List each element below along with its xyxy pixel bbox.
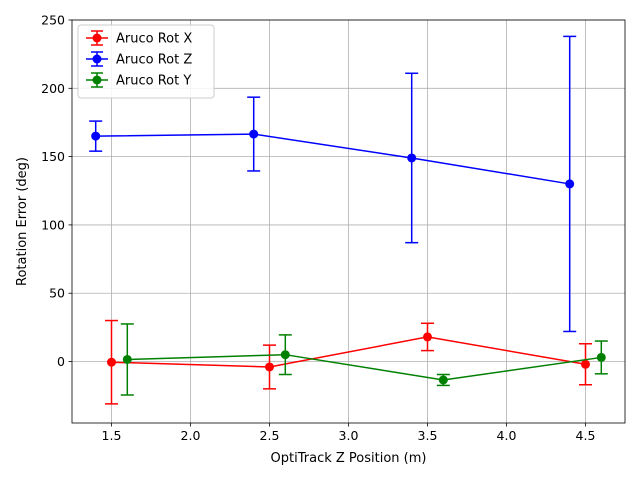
ticks: 1.5 2.0 2.5 3.0 3.5 4.0 4.5 0 50 100 150 200 250 [41,13,595,444]
y-axis-label: Rotation Error (deg) [15,157,30,286]
legend: Aruco Rot X Aruco Rot Z Aruco Rot Y [77,24,215,99]
legend-label: Aruco Rot X [116,32,192,47]
x-tick-label: 2.0 [181,428,201,443]
data-point [565,179,575,189]
data-point [407,153,417,163]
legend-marker [92,54,102,64]
data-point [596,352,606,362]
legend-marker [92,33,102,43]
data-point [122,354,132,364]
y-tick-label: 100 [41,217,65,232]
data-point [91,131,101,141]
series-layer [89,35,608,405]
y-tick-label: 250 [41,13,65,28]
series-line [95,133,570,185]
data-point [581,359,590,369]
legend-label: Aruco Rot Y [116,74,191,89]
legend-box [77,24,215,99]
legend-label: Aruco Rot Z [116,53,192,68]
x-tick-label: 3.0 [339,428,359,443]
x-tick-label: 3.5 [418,428,438,443]
data-point [249,129,259,139]
x-tick-label: 4.5 [576,428,596,443]
data-point [280,350,290,360]
y-tick-label: 50 [49,286,65,301]
x-tick-label: 1.5 [102,428,122,443]
series-aruco-rot-x [105,319,592,405]
legend-marker [92,75,102,85]
data-point [107,357,116,367]
y-tick-label: 150 [41,149,65,164]
data-point [438,375,448,385]
x-tick-label: 2.5 [260,428,280,443]
y-tick-label: 0 [57,354,65,369]
y-tick-label: 200 [41,81,65,96]
data-point [265,362,274,372]
series-aruco-rot-z [89,35,577,333]
x-tick-label: 4.0 [497,428,517,443]
series-line [127,353,602,381]
x-axis-label: OptiTrack Z Position (m) [271,451,427,466]
series-line [111,336,586,368]
data-point [423,332,432,342]
series-aruco-rot-y [120,323,608,396]
